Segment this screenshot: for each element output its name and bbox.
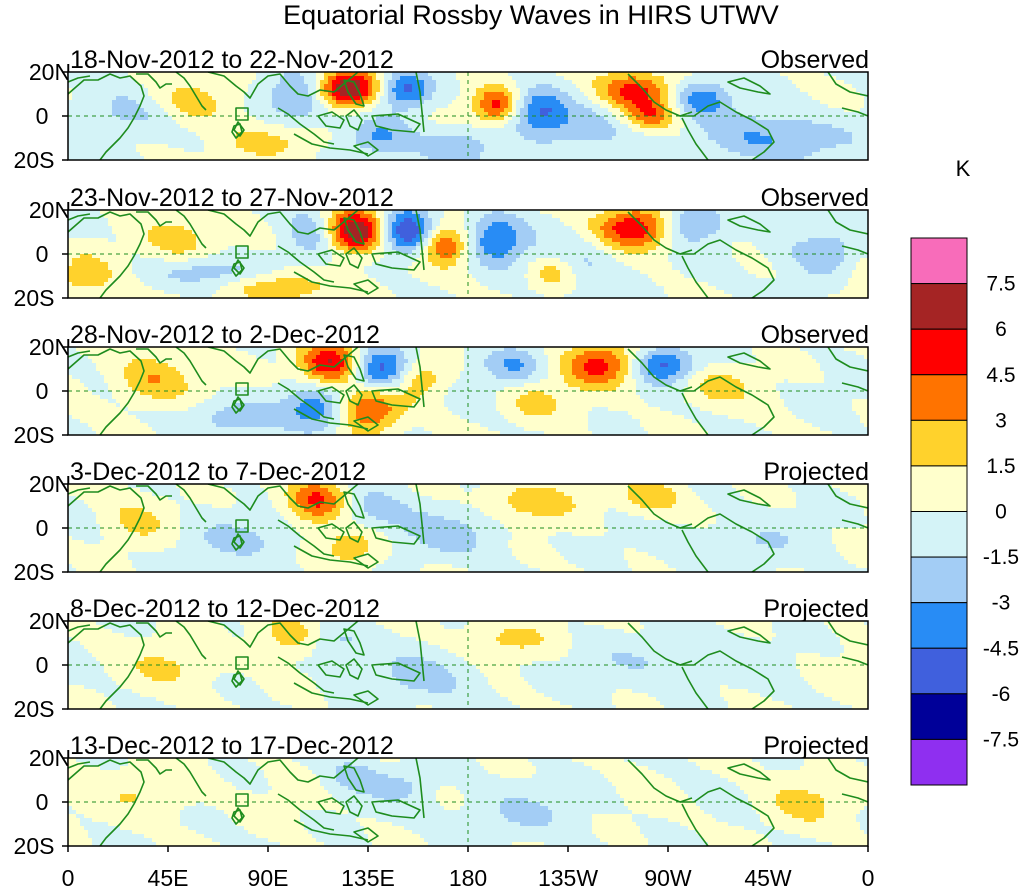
colorbar-swatch [910, 556, 968, 604]
anomaly-field [68, 758, 868, 846]
panel-status: Observed [761, 321, 869, 349]
lon-label: 0 [862, 865, 875, 890]
colorbar-label: -4.5 [983, 637, 1019, 660]
lat-label-20s: 20S [14, 422, 55, 448]
panel-period: 18-Nov-2012 to 22-Nov-2012 [70, 46, 394, 74]
colorbar-swatch [910, 602, 968, 649]
lon-label: 180 [449, 865, 487, 890]
colorbar-label: -7.5 [983, 728, 1019, 751]
lon-label: 135E [341, 865, 395, 890]
panel-period: 8-Dec-2012 to 12-Dec-2012 [70, 595, 380, 623]
lat-label-20s: 20S [14, 285, 55, 311]
lat-label-20s: 20S [14, 833, 55, 859]
lon-label: 45E [148, 865, 189, 890]
lat-label-20s: 20S [14, 147, 55, 173]
colorbar-swatch [910, 374, 968, 421]
anomaly-field [68, 621, 868, 709]
map-panel [62, 346, 869, 436]
colorbar-label: 3 [995, 409, 1007, 432]
lat-label-eq: 0 [36, 652, 49, 678]
lat-label-eq: 0 [36, 378, 49, 404]
colorbar-label: 0 [995, 501, 1007, 524]
map-panel [62, 757, 869, 847]
colorbar-label: 6 [995, 318, 1007, 341]
anomaly-field [68, 347, 868, 435]
colorbar-label: 4.5 [986, 364, 1015, 387]
colorbar-swatch [910, 647, 968, 695]
lat-label-eq: 0 [36, 515, 49, 541]
lon-label: 0 [62, 865, 75, 890]
panel-status: Observed [761, 184, 869, 212]
lon-label: 135W [538, 865, 598, 890]
colorbar-swatch [910, 693, 968, 740]
colorbar-swatch [910, 419, 968, 467]
colorbar-label: -6 [992, 683, 1011, 706]
lat-label-eq: 0 [36, 103, 49, 129]
panel-status: Observed [761, 46, 869, 74]
lat-label-eq: 0 [36, 241, 49, 267]
panel-status: Projected [763, 595, 869, 623]
lon-label: 45W [744, 865, 792, 890]
map-panel [62, 71, 869, 161]
map-panel [62, 620, 869, 710]
panel-period: 23-Nov-2012 to 27-Nov-2012 [70, 184, 394, 212]
lon-label: 90E [248, 865, 289, 890]
anomaly-field [68, 484, 868, 572]
colorbar-label: -1.5 [983, 546, 1019, 569]
colorbar-swatch [910, 237, 968, 285]
panel-period: 28-Nov-2012 to 2-Dec-2012 [70, 321, 380, 349]
anomaly-field [68, 210, 868, 298]
lat-label-eq: 0 [36, 789, 49, 815]
panel-period: 13-Dec-2012 to 17-Dec-2012 [70, 732, 394, 760]
lat-label-20s: 20S [14, 559, 55, 585]
panel-status: Projected [763, 458, 869, 486]
colorbar-label: -3 [992, 592, 1011, 615]
colorbar-label: 7.5 [986, 273, 1015, 296]
colorbar-unit: K [956, 156, 971, 181]
chart-title: Equatorial Rossby Waves in HIRS UTWV [283, 0, 779, 30]
colorbar-label: 1.5 [986, 455, 1015, 478]
panel-status: Projected [763, 732, 869, 760]
panel-period: 3-Dec-2012 to 7-Dec-2012 [70, 458, 366, 486]
colorbar-swatch [910, 283, 968, 330]
map-panel [62, 483, 869, 573]
colorbar-swatch [910, 738, 968, 786]
map-panel [62, 209, 869, 299]
lon-label: 90W [644, 865, 692, 890]
colorbar-swatch [910, 328, 968, 376]
colorbar-swatch [910, 511, 968, 558]
lat-label-20s: 20S [14, 696, 55, 722]
colorbar-swatch [910, 465, 968, 512]
colorbar: K 7.5 6 4.5 3 1.5 0 -1.5 -3 -4.5 -6 -7.5 [910, 156, 1019, 786]
